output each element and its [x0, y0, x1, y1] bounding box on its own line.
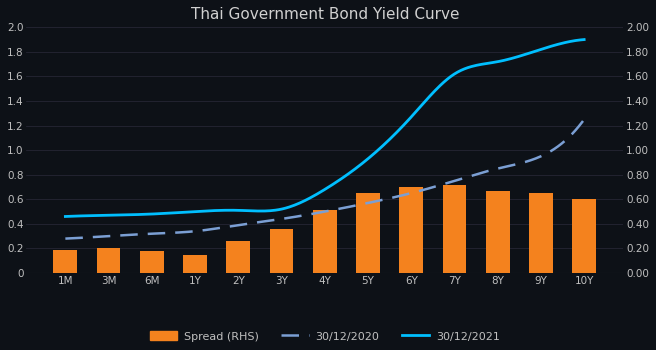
30/12/2021	[63, 214, 71, 218]
30/12/2021	[379, 144, 387, 148]
30/12/2020	[499, 165, 506, 169]
Bar	[356, 193, 380, 273]
Bar	[486, 191, 510, 273]
Bar	[529, 193, 553, 273]
Title: Thai Government Bond Yield Curve: Thai Government Bond Yield Curve	[190, 7, 459, 22]
30/12/2020	[379, 198, 387, 202]
Bar	[183, 254, 207, 273]
Bar	[140, 251, 164, 273]
Bar	[572, 199, 596, 273]
30/12/2021	[62, 215, 70, 219]
30/12/2020	[370, 199, 378, 204]
Legend: Spread (RHS), 30/12/2020, 30/12/2021: Spread (RHS), 30/12/2020, 30/12/2021	[145, 327, 504, 346]
Bar	[96, 248, 121, 273]
30/12/2021	[499, 58, 506, 63]
30/12/2020	[531, 156, 539, 161]
Bar	[54, 250, 77, 273]
30/12/2020	[62, 237, 70, 241]
Bar	[226, 241, 250, 273]
30/12/2021	[370, 151, 378, 155]
30/12/2021	[369, 153, 377, 157]
30/12/2020	[580, 117, 588, 121]
Line: 30/12/2021: 30/12/2021	[66, 40, 584, 217]
30/12/2021	[580, 37, 588, 42]
Bar	[400, 187, 423, 273]
30/12/2021	[531, 49, 539, 53]
Bar	[443, 184, 466, 273]
30/12/2020	[369, 200, 377, 204]
30/12/2020	[63, 236, 71, 240]
Bar	[270, 229, 293, 273]
Line: 30/12/2020: 30/12/2020	[66, 119, 584, 239]
Bar	[313, 210, 337, 273]
